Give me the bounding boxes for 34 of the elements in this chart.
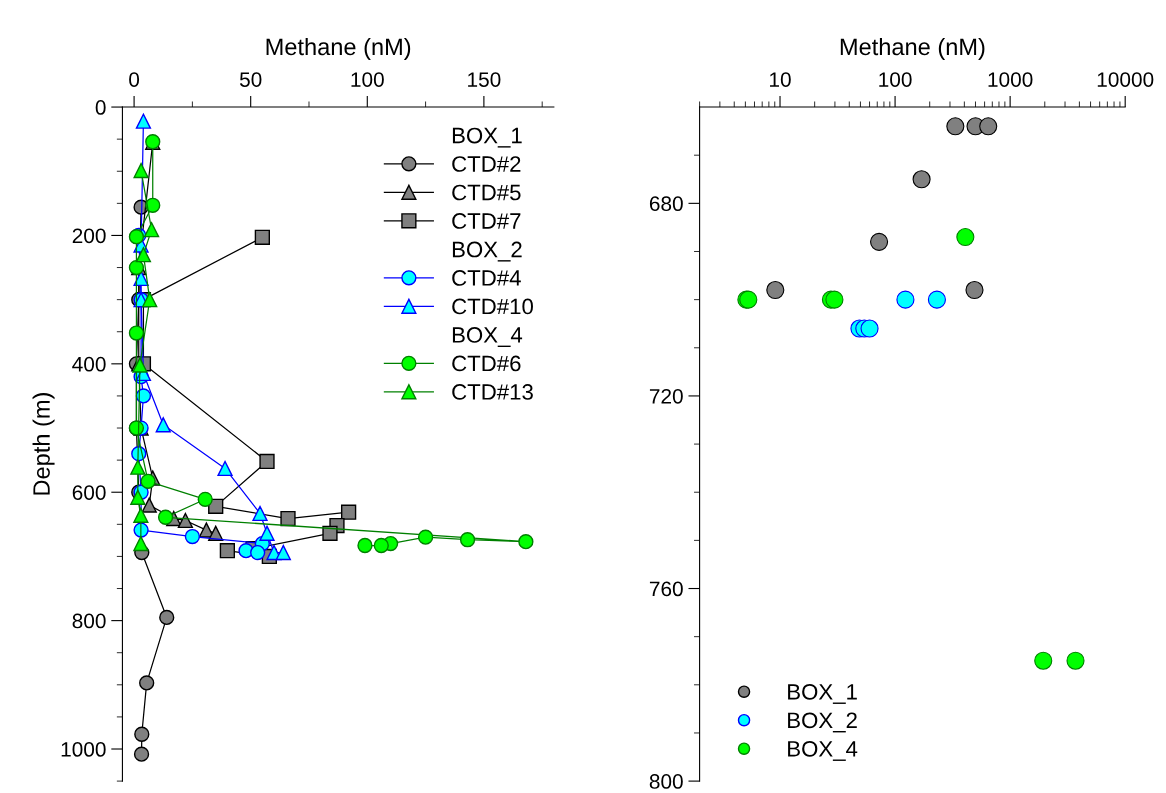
x-axis-title: Methane (nM) (266, 37, 411, 60)
legend-label: CTD#10 (452, 298, 533, 315)
legend-label: BOX_2 (788, 712, 857, 733)
y-tick-label: 800 (649, 774, 683, 789)
y-tick-label: 760 (649, 581, 683, 597)
x-tick-label: 1000 (988, 72, 1033, 87)
x-tick-label: 100 (351, 72, 384, 87)
x-tick-label: 10000 (1097, 72, 1154, 87)
y-tick-label: 600 (72, 485, 106, 500)
y-axis-title: Depth (m) (32, 393, 55, 495)
x-tick-label: 150 (468, 72, 501, 87)
x-tick-label: 0 (129, 72, 140, 87)
y-tick-label: 200 (72, 228, 106, 244)
y-tick-label: 0 (95, 100, 106, 115)
annotation: BOX_4 (452, 327, 523, 348)
x-tick-label: 50 (239, 72, 262, 87)
y-tick-label: 720 (649, 388, 683, 404)
legend-label: CTD#4 (452, 270, 521, 286)
x-axis-title: Methane (nM) (840, 37, 985, 60)
legend-label: CTD#6 (452, 355, 521, 372)
annotation: BOX_2 (452, 241, 522, 262)
legend-label: CTD#2 (452, 156, 521, 172)
legend-label: CTD#13 (452, 384, 533, 400)
legend-label: BOX_4 (788, 740, 858, 761)
x-tick-label: 10 (770, 72, 791, 87)
y-tick-label: 400 (72, 356, 106, 372)
legend-label: CTD#7 (452, 213, 521, 229)
x-tick-label: 100 (879, 72, 912, 87)
y-tick-label: 800 (72, 613, 106, 629)
annotation: BOX_1 (452, 127, 522, 148)
legend-label: CTD#5 (452, 184, 521, 201)
y-tick-label: 680 (649, 196, 683, 212)
legend-label: BOX_1 (788, 683, 857, 704)
y-tick-label: 1000 (61, 742, 106, 757)
